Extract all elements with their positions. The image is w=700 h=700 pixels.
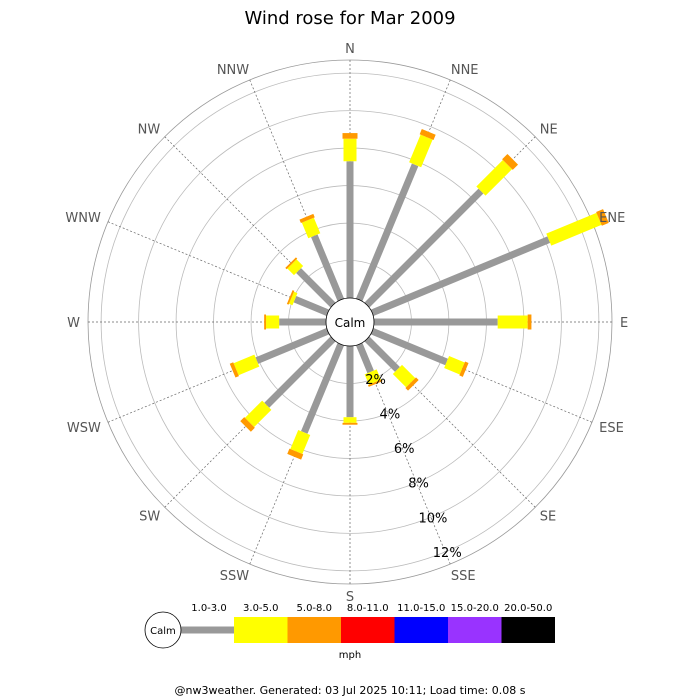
bar-se-bin-1 (364, 336, 400, 372)
bar-wnw-bin-2 (288, 291, 298, 306)
bar-ese-bin-2 (444, 356, 465, 375)
bar-ssw-bin-1 (301, 342, 345, 434)
legend-label-6: 15.0-20.0 (451, 603, 499, 614)
bar-ne-bin-1 (364, 188, 484, 308)
bar-wnw-bin-1 (293, 295, 330, 317)
bar-se-bin-3 (405, 377, 419, 391)
bar-ene-bin-3 (596, 209, 609, 226)
bar-ssw-bin-3 (287, 448, 304, 460)
direction-labels: N NNE NE ENE E ESE SE SSE S SSW SW WSW W WNW NW NNW (65, 42, 628, 605)
legend-calm-circle (144, 611, 182, 649)
legend-calm-label: Calm (150, 626, 176, 637)
wind-bars (229, 129, 609, 460)
bar-nnw-bin-3 (299, 213, 315, 224)
direction-label-ese: ESE (599, 421, 624, 436)
legend-swatch-4 (341, 617, 395, 643)
bar-nnw-bin-1 (311, 234, 345, 302)
legend-label-1: 1.0-3.0 (191, 603, 226, 614)
ring-label-2: 2% (365, 373, 386, 388)
bar-nne-bin-3 (419, 129, 436, 140)
direction-label-wsw: WSW (67, 421, 101, 436)
ring-label-12: 12% (433, 546, 462, 561)
grid-ring-10 (138, 110, 562, 534)
legend-swatch-7 (501, 617, 555, 643)
legend-swatch-6 (448, 617, 502, 643)
bar-wsw-bin-1 (255, 327, 330, 364)
direction-label-nne: NNE (451, 63, 479, 78)
direction-label-ene: ENE (599, 211, 625, 226)
bar-nw-bin-2 (287, 259, 304, 276)
direction-label-s: S (346, 590, 354, 605)
legend-label-2: 3.0-5.0 (243, 603, 278, 614)
bar-sw-bin-2 (244, 400, 272, 428)
bar-wsw-bin-3 (229, 362, 239, 378)
footer-text: @nw3weather. Generated: 03 Jul 2025 10:1… (175, 684, 526, 697)
direction-label-sse: SSE (451, 569, 476, 584)
legend-label-4: 8.0-11.0 (347, 603, 389, 614)
legend-label-5: 11.0-15.0 (397, 603, 445, 614)
calm-circle (325, 297, 375, 347)
bar-nw-bin-1 (296, 268, 336, 308)
ring-label-10: 10% (418, 511, 447, 526)
direction-label-n: N (345, 42, 355, 57)
bar-ene-bin-2 (546, 212, 602, 246)
direction-label-nw: NW (138, 122, 161, 137)
calm-circle-group: Calm (325, 297, 375, 347)
direction-label-nnw: NNW (217, 63, 249, 78)
direction-label-ne: NE (540, 122, 558, 137)
bar-ne-bin-2 (476, 159, 513, 196)
bar-nw-bin-3 (285, 257, 298, 270)
direction-label-wnw: WNW (65, 211, 101, 226)
ring-label-4: 4% (380, 407, 401, 422)
speed-legend: Calm 1.0-3.0 3.0-5.0 5.0-8.0 8.0-11.0 11.0-15… (144, 603, 555, 661)
bar-wnw-bin-3 (286, 290, 295, 305)
bar-ne-bin-3 (502, 153, 519, 170)
legend-swatch-3 (287, 617, 341, 643)
bar-wsw-bin-2 (233, 354, 260, 376)
bar-ese-bin-3 (459, 361, 469, 377)
direction-label-ssw: SSW (220, 569, 250, 584)
ring-label-8: 8% (408, 477, 429, 492)
bar-sse-bin-1 (355, 342, 374, 374)
bar-sw-bin-3 (240, 417, 255, 432)
legend-label-3: 5.0-8.0 (297, 603, 332, 614)
bar-ese-bin-1 (370, 327, 448, 366)
bar-sse-bin-2 (364, 369, 381, 385)
direction-label-sw: SW (139, 510, 160, 525)
direction-label-se: SE (540, 510, 556, 525)
chart-title: Wind rose for Mar 2009 (244, 8, 455, 29)
bar-sse-bin-3 (368, 379, 383, 387)
calm-label: Calm (335, 316, 366, 330)
bar-nne-bin-1 (355, 163, 419, 302)
legend-swatch-2 (234, 617, 288, 643)
direction-label-e: E (620, 316, 628, 331)
legend-unit: mph (339, 650, 361, 661)
legend-swatch-5 (394, 617, 448, 643)
bar-nne-bin-2 (409, 134, 433, 168)
bar-ene-bin-1 (370, 236, 551, 317)
ring-labels: 2% 4% 6% 8% 10% 12% (365, 373, 461, 561)
direction-label-w: W (67, 316, 80, 331)
bar-sw-bin-1 (264, 336, 336, 408)
bar-nnw-bin-2 (301, 217, 321, 239)
bar-ssw-bin-2 (290, 429, 311, 455)
legend-label-7: 20.0-50.0 (504, 603, 552, 614)
bar-se-bin-2 (392, 364, 416, 388)
ring-label-6: 6% (394, 442, 415, 457)
